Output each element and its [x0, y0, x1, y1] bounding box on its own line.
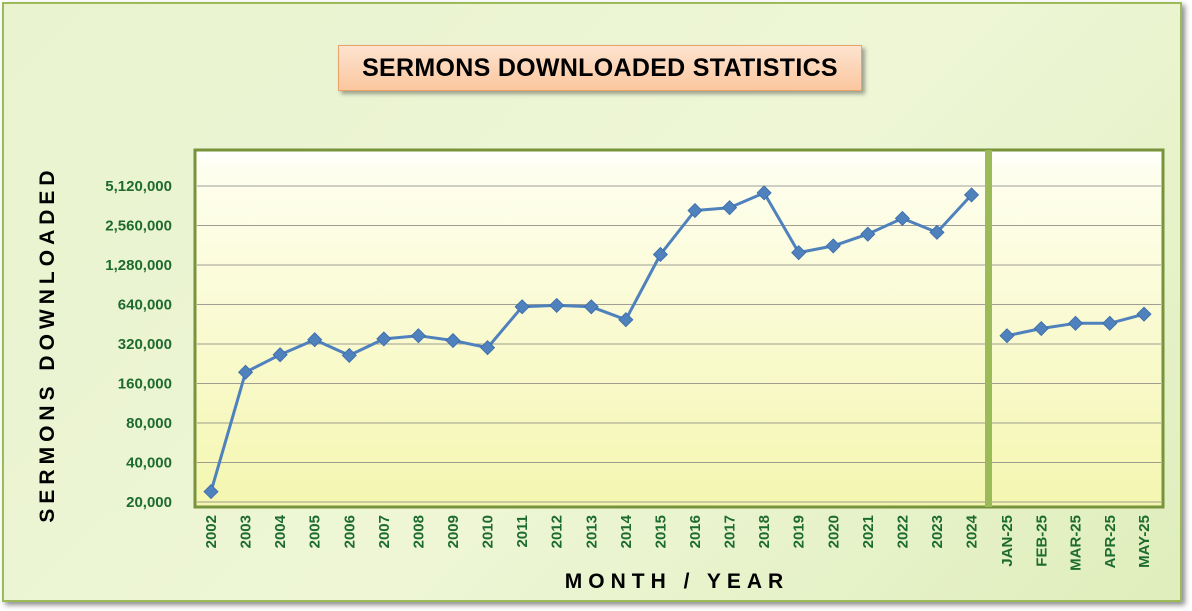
- x-tick-label: 2003: [238, 515, 255, 548]
- x-tick-label: 2006: [341, 515, 358, 548]
- x-tick-label: 2008: [410, 515, 427, 548]
- data-point-marker: [756, 185, 772, 201]
- y-tick-label: 640,000: [118, 297, 172, 314]
- x-tick-label: 2009: [445, 515, 462, 548]
- x-axis-title: MONTH / YEAR: [565, 570, 789, 593]
- section-divider: [985, 150, 992, 507]
- x-tick-label: 2010: [480, 515, 497, 548]
- data-point-marker: [1136, 306, 1152, 322]
- x-tick-label: 2012: [549, 515, 566, 548]
- data-point-marker: [341, 347, 357, 363]
- y-tick-label: 20,000: [126, 494, 172, 511]
- x-tick-label: 2013: [583, 515, 600, 548]
- data-point-marker: [1102, 315, 1118, 331]
- x-tick-label: 2002: [203, 515, 220, 548]
- data-point-marker: [652, 246, 668, 263]
- y-tick-label: 320,000: [118, 336, 172, 353]
- data-point-marker: [238, 364, 254, 380]
- x-tick-label: 2004: [272, 514, 289, 548]
- data-point-marker: [791, 245, 807, 261]
- data-point-marker: [514, 299, 530, 315]
- data-point-marker: [825, 238, 841, 254]
- data-point-marker: [929, 224, 945, 240]
- plot-area: [193, 148, 1165, 509]
- x-tick-label: 2007: [376, 515, 393, 548]
- data-point-marker: [307, 332, 323, 348]
- chart-title-text: SERMONS DOWNLOADED STATISTICS: [362, 53, 838, 82]
- data-point-marker: [721, 200, 738, 216]
- y-tick-label: 1,280,000: [105, 257, 172, 274]
- x-tick-label: JAN-25: [999, 515, 1016, 567]
- x-tick-label: APR-25: [1102, 515, 1119, 568]
- data-point-marker: [583, 299, 599, 315]
- y-tick-label: 160,000: [118, 376, 172, 393]
- x-tick-label: FEB-25: [1033, 515, 1050, 567]
- data-point-marker: [999, 328, 1015, 344]
- x-tick-label: 2019: [791, 515, 808, 548]
- data-point-marker: [618, 312, 634, 328]
- x-tick-label: 2023: [929, 515, 946, 548]
- x-tick-label: MAR-25: [1068, 515, 1085, 571]
- data-point-marker: [272, 347, 288, 363]
- chart-title: SERMONS DOWNLOADED STATISTICS: [338, 45, 862, 91]
- x-tick-label: 2017: [722, 515, 739, 548]
- data-point-marker: [376, 331, 392, 347]
- y-tick-label: 80,000: [126, 415, 172, 432]
- data-point-marker: [549, 297, 565, 313]
- x-tick-label: 2016: [687, 515, 704, 548]
- x-tick-label: 2021: [860, 515, 877, 548]
- x-tick-label: 2014: [618, 514, 635, 548]
- x-tick-label: 2024: [964, 514, 981, 548]
- x-tick-label: 2018: [756, 515, 773, 548]
- y-axis-title: SERMONS DOWNLOADED: [36, 165, 59, 522]
- x-tick-label: 2020: [825, 515, 842, 548]
- x-tick-label: 2015: [652, 515, 669, 548]
- data-point-marker: [1067, 315, 1084, 331]
- y-tick-label: 2,560,000: [105, 218, 172, 235]
- y-axis-ticks: 20,000 40,000 80,000 160,000 320,000 640,000 1…: [105, 178, 172, 511]
- data-point-marker: [860, 226, 876, 242]
- data-point-marker: [479, 340, 496, 356]
- x-tick-label: MAY-25: [1136, 515, 1153, 568]
- data-point-marker: [410, 328, 426, 344]
- data-point-marker: [894, 210, 910, 226]
- data-point-marker: [963, 187, 980, 203]
- data-point-marker: [445, 332, 461, 349]
- data-point-marker: [687, 202, 703, 219]
- y-tick-label: 5,120,000: [105, 178, 172, 195]
- x-axis-ticks: 2002 2003 2004 2005 2006 2007 2008 2009 2010 2011…: [203, 514, 1153, 570]
- x-tick-label: 2011: [514, 515, 531, 548]
- gridlines: [197, 185, 1161, 503]
- x-tick-label: 2022: [894, 515, 911, 548]
- data-point-marker: [203, 484, 219, 500]
- y-tick-label: 40,000: [126, 455, 172, 472]
- data-point-marker: [1033, 320, 1049, 337]
- x-tick-label: 2005: [307, 515, 324, 548]
- series-markers: [203, 185, 1152, 500]
